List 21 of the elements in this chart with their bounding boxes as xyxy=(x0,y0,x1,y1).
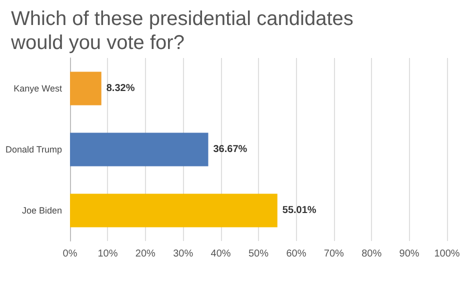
y-tick-label: Joe Biden xyxy=(22,206,62,216)
x-tick-label: 90% xyxy=(399,248,420,260)
data-label: 36.67% xyxy=(213,144,248,155)
chart-title: Which of these presidential candidates would you vote for? xyxy=(10,8,359,54)
x-tick-label: 0% xyxy=(62,248,78,260)
bar xyxy=(70,194,278,228)
x-tick-label: 50% xyxy=(248,248,269,260)
x-tick-label: 10% xyxy=(98,248,118,260)
x-tick-label: 40% xyxy=(210,248,231,260)
y-tick-label: Kanye West xyxy=(14,84,62,94)
y-tick-label: Donald Trump xyxy=(5,144,62,154)
x-tick-label: 20% xyxy=(135,248,156,260)
x-tick-label: 80% xyxy=(362,248,382,260)
x-tick-label: 60% xyxy=(286,248,306,260)
data-label: 8.32% xyxy=(106,83,135,94)
x-tick-label: 30% xyxy=(173,248,194,260)
bar xyxy=(70,72,102,106)
x-tick-label: 70% xyxy=(324,248,344,260)
bar xyxy=(70,132,208,166)
x-tick-label: 100% xyxy=(434,248,460,260)
data-label: 55.01% xyxy=(282,205,316,216)
